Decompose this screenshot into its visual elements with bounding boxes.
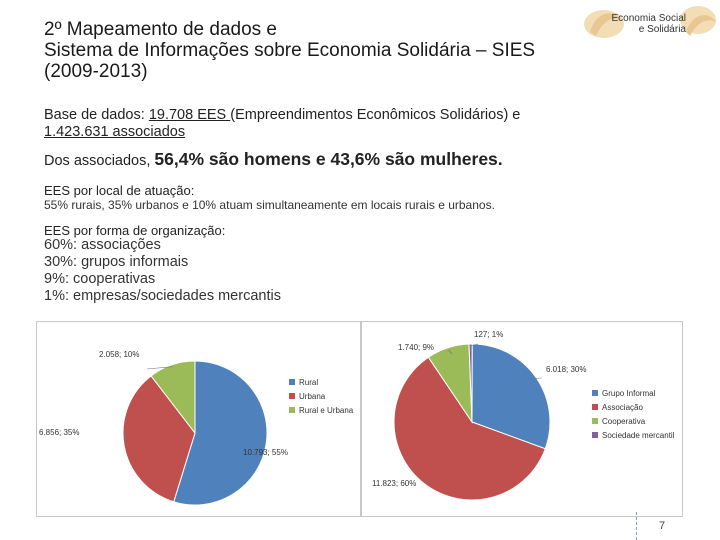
- pie-chart-organizacao: 6.018; 30% Grupo Informal 11.823; 60% Assoc…: [372, 330, 675, 501]
- associates-gender: Dos associados, 56,4% são homens e 43,6%…: [44, 149, 503, 170]
- data-label-leader: [534, 377, 543, 379]
- data-label-leader: [425, 479, 431, 483]
- legend-entry: Associação: [602, 403, 643, 412]
- pie-slice-grupo-informal: [471, 343, 551, 450]
- pie-slice-rural: [173, 360, 268, 506]
- legend-swatch: [592, 418, 598, 424]
- legend-swatch: [592, 390, 598, 396]
- logo-text: Economia Social e Solidária: [611, 13, 686, 35]
- data-label: 2.058; 10%: [99, 350, 139, 359]
- chart-panel-organizacao: 6.018; 30% Grupo Informal 11.823; 60% Assoc…: [361, 321, 683, 517]
- legend-swatch: [592, 404, 598, 410]
- legend-entry: Sociedade mercantil: [602, 431, 675, 440]
- legend-swatch: [289, 407, 295, 413]
- legend-swatch: [289, 393, 295, 399]
- data-label: 10.793; 55%: [243, 448, 288, 457]
- data-label-leader: [146, 366, 173, 370]
- page-number: 7: [659, 520, 666, 532]
- database-prefix: Base de dados:: [44, 107, 149, 123]
- legend-entry: Rural e Urbana: [299, 406, 354, 415]
- pie-slice-rural-e-urbana: [150, 360, 196, 435]
- organization-list: 60%: associações 30%: grupos informais 9…: [44, 237, 281, 305]
- legend-entry: Urbana: [299, 392, 326, 401]
- legend-entry: Grupo Informal: [602, 389, 656, 398]
- data-label-leader: [124, 433, 127, 446]
- associates-gender-highlight: 56,4% são homens e 43,6% são mulheres.: [154, 149, 503, 169]
- page-divider: [636, 512, 637, 540]
- chart-panel-local: 10.793; 55% Rural 6.856; 35% Urbana 2.058; 1…: [36, 321, 361, 517]
- organization-heading: EES por forma de organização:: [44, 223, 226, 238]
- page-title: 2º Mapeamento de dados e Sistema de Info…: [44, 19, 536, 82]
- ees-description: (Empreendimentos Econômicos Solidários) …: [230, 107, 521, 123]
- legend-entry: Cooperativa: [602, 417, 646, 426]
- data-label: 1.740; 9%: [398, 343, 434, 352]
- data-label: 6.856; 35%: [39, 428, 79, 437]
- organization-item: 9%: cooperativas: [44, 271, 156, 287]
- data-label: 11.823; 60%: [372, 479, 416, 488]
- associates-prefix: Dos associados,: [44, 153, 155, 169]
- organization-item: 30%: grupos informais: [44, 254, 189, 270]
- pie-chart-local: 10.793; 55% Rural 6.856; 35% Urbana 2.058; 1…: [39, 350, 354, 506]
- data-label: 127; 1%: [474, 330, 503, 339]
- pie-slice-sociedade-mercantil: [468, 343, 473, 423]
- data-label: 6.018; 30%: [546, 365, 586, 374]
- database-summary: Base de dados: 19.708 EES (Empreendiment…: [44, 107, 664, 141]
- pie-slice-urbana: [122, 375, 196, 503]
- legend-swatch: [592, 432, 598, 438]
- data-label-leader: [448, 349, 453, 355]
- local-text: 55% rurais, 35% urbanos e 10% atuam simu…: [44, 198, 495, 212]
- data-label-leader: [470, 343, 479, 347]
- legend-swatch: [289, 379, 295, 385]
- associates-count: 1.423.631 associados: [44, 124, 186, 140]
- economia-solidaria-logo: [584, 6, 716, 38]
- organization-item: 1%: empresas/sociedades mercantis: [44, 288, 281, 304]
- pie-slice-associação: [393, 356, 546, 501]
- local-heading: EES por local de atuação:: [44, 183, 195, 198]
- organization-item: 60%: associações: [44, 237, 161, 253]
- ees-count: 19.708 EES: [148, 107, 231, 123]
- data-label-leader: [263, 443, 266, 446]
- legend-entry: Rural: [299, 378, 318, 387]
